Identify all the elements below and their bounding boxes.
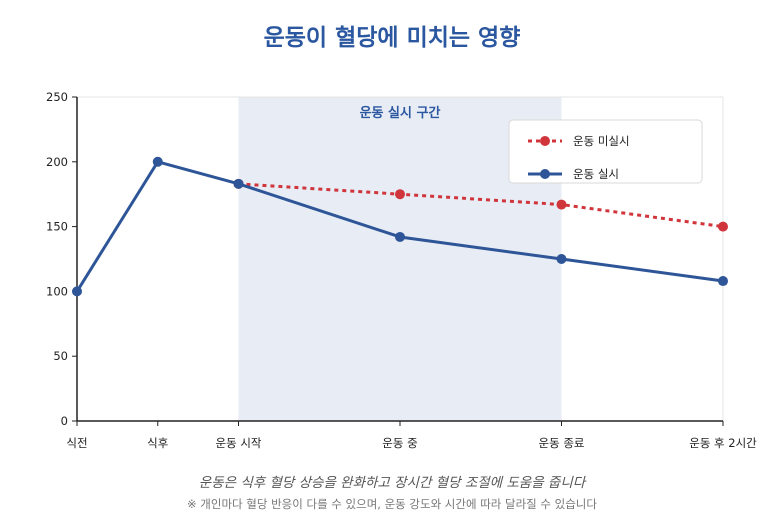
y-tick-label: 150: [46, 220, 68, 234]
data-point: [556, 254, 567, 264]
legend-box: [508, 119, 703, 184]
data-point: [718, 221, 728, 232]
series-line-1: [238, 182, 724, 229]
y-tick-label: 100: [46, 284, 68, 298]
x-tick-label: 운동 중: [382, 436, 417, 450]
shaded-region: [238, 97, 562, 421]
x-tick-label: 운동 시작: [216, 436, 262, 450]
legend-marker-2: [540, 169, 550, 179]
x-tick-label: 식후: [147, 436, 168, 450]
y-tick-label: 50: [53, 349, 68, 363]
legend-label-2: 운동 실시: [573, 167, 619, 181]
y-tick-label: 200: [46, 155, 68, 169]
chart-caption: 운동은 식후 혈당 상승을 완화하고 장시간 혈당 조절에 도움을 줍니다: [198, 475, 586, 491]
data-point: [152, 156, 163, 167]
chart-note: ※ 개인마다 혈당 반응이 다를 수 있으며, 운동 강도와 시간에 따라 달라…: [187, 497, 597, 511]
shaded-region-label: 운동 실시 구간: [360, 105, 441, 121]
data-point: [556, 199, 567, 210]
legend-label-1: 운동 미실시: [573, 134, 630, 148]
legend-marker-1: [540, 136, 550, 146]
x-tick-label: 식전: [66, 436, 87, 450]
data-point: [718, 276, 728, 287]
x-tick-label: 운동 종료: [539, 436, 585, 450]
data-point: [395, 231, 405, 242]
shaded-region-layer: 운동 실시 구간: [238, 97, 562, 421]
line-chart: 운동 실시 구간 0 50 100 150 200 250 식전 식후 운동 시작 운동 중 운동 …: [46, 90, 757, 450]
series-line-2: [75, 160, 724, 293]
y-tick-label: 250: [46, 90, 68, 104]
series-layer: [72, 156, 728, 297]
data-point: [72, 286, 82, 297]
axes: 0 50 100 150 200 250 식전 식후 운동 시작 운동 중 운동 종료 운동 후 2시…: [46, 90, 757, 450]
data-point: [233, 178, 244, 189]
y-tick-label: 0: [61, 414, 68, 428]
chart-title: 운동이 혈당에 미치는 영향: [263, 25, 521, 51]
x-tick-label: 운동 후 2시간: [689, 436, 757, 450]
data-point: [395, 189, 405, 200]
